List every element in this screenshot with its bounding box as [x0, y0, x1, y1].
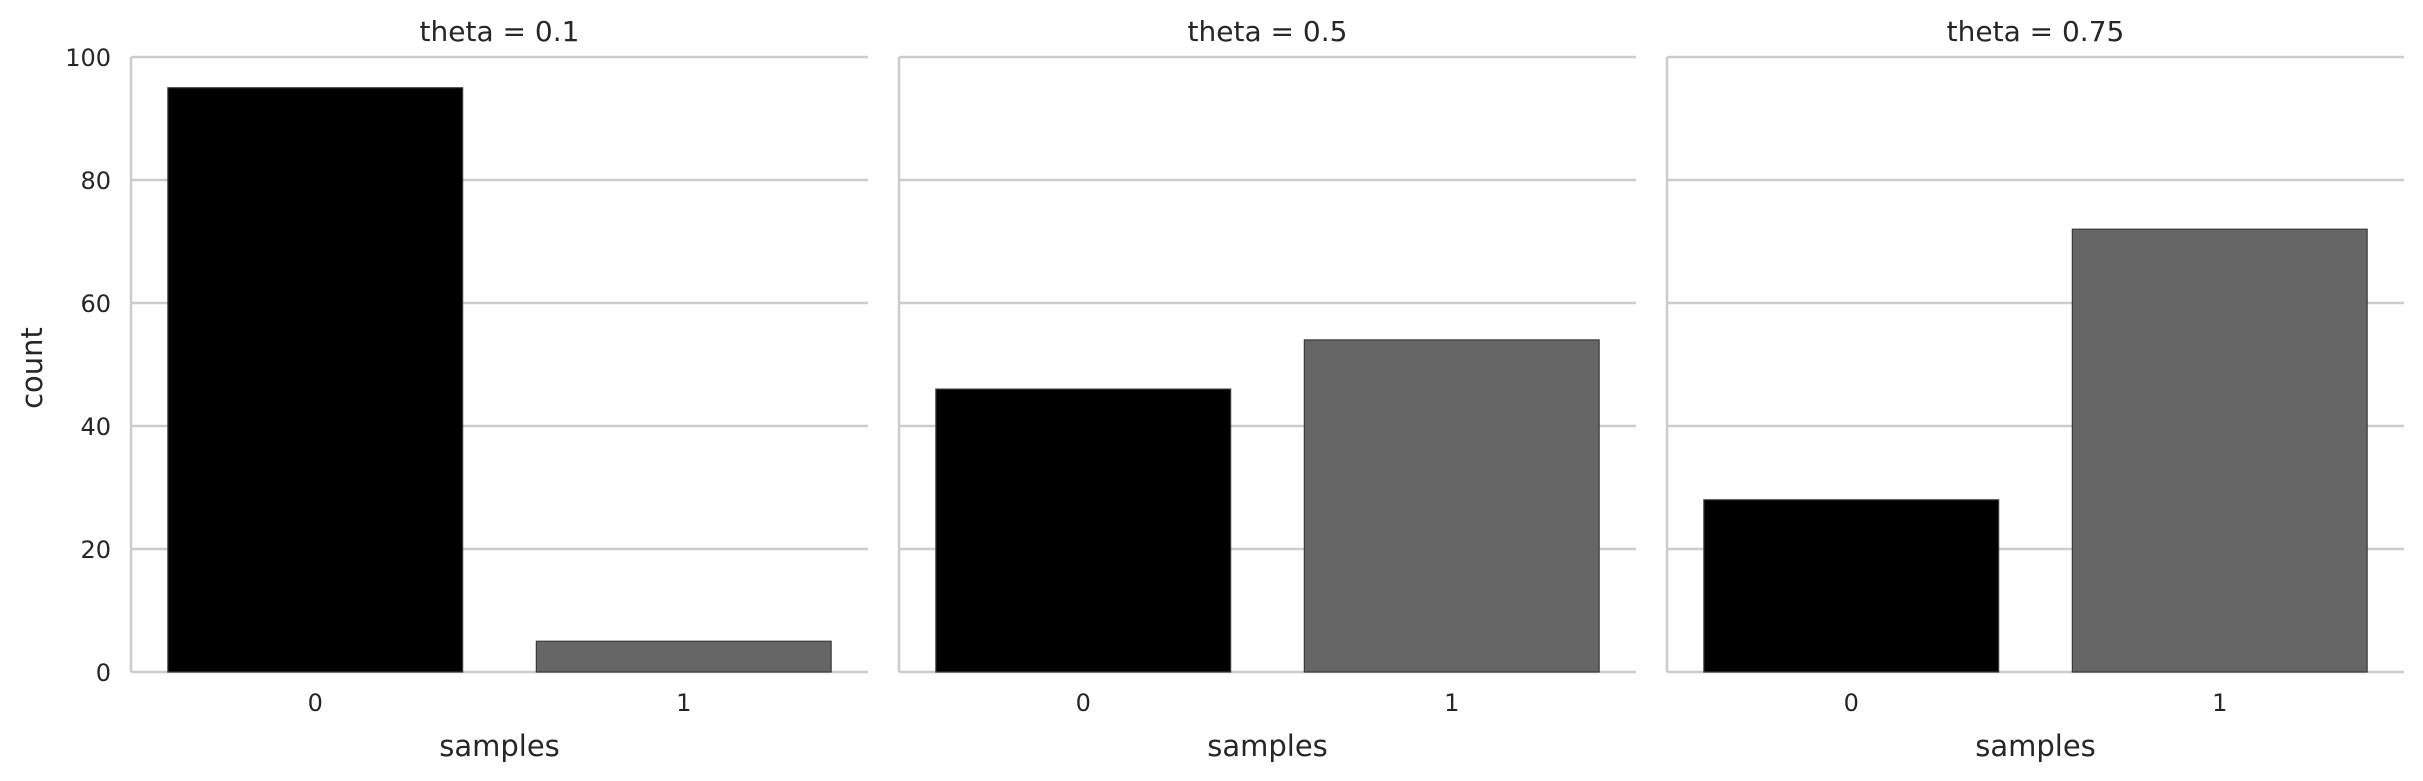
y-tick-label: 0: [96, 659, 111, 687]
y-tick-label: 60: [80, 290, 111, 318]
panels-layer: 0 20 40 60 80 100 0 1 theta = 0.1 samples 0 1 theta …: [65, 15, 2404, 763]
y-tick-label: 100: [65, 44, 111, 72]
panel-2: 0 1 theta = 0.5 samples: [897, 15, 1636, 763]
bar-0: [935, 388, 1232, 673]
bar-1: [2071, 228, 2368, 673]
y-tick-label: 80: [80, 167, 111, 195]
y-tick-label: 40: [80, 413, 111, 441]
x-tick-label: 1: [1444, 689, 1459, 717]
panel-title: theta = 0.5: [1188, 15, 1348, 48]
bar-1: [1303, 339, 1600, 673]
x-axis-label: samples: [1207, 729, 1328, 763]
bar-0: [167, 87, 464, 673]
panel-title: theta = 0.1: [420, 15, 580, 48]
panel-1: 0 20 40 60 80 100 0 1 theta = 0.1 samples: [65, 15, 868, 763]
x-tick-label: 0: [1076, 689, 1091, 717]
y-axis-label: count: [15, 327, 49, 409]
y-tick-label: 20: [80, 536, 111, 564]
x-tick-label: 0: [308, 689, 323, 717]
x-axis-label: samples: [439, 729, 560, 763]
bar-1: [535, 640, 832, 673]
x-tick-label: 1: [2212, 689, 2227, 717]
x-axis-label: samples: [1975, 729, 2096, 763]
x-tick-label: 1: [676, 689, 691, 717]
x-tick-label: 0: [1844, 689, 1859, 717]
bar-0: [1703, 499, 2000, 673]
panel-3: 0 1 theta = 0.75 samples: [1665, 15, 2404, 763]
panel-title: theta = 0.75: [1947, 15, 2125, 48]
